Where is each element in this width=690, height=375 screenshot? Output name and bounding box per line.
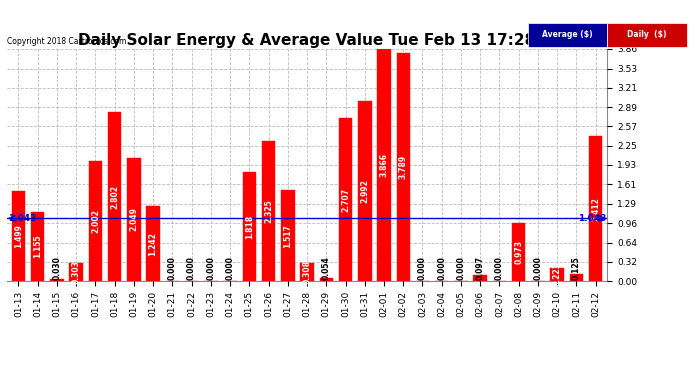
Bar — [89, 160, 102, 281]
Text: 2.802: 2.802 — [110, 185, 119, 209]
Bar — [300, 263, 314, 281]
Bar — [262, 141, 275, 281]
Bar — [127, 158, 141, 281]
Text: 2.325: 2.325 — [264, 200, 273, 223]
Bar — [50, 279, 63, 281]
Text: 1.155: 1.155 — [33, 235, 42, 258]
Bar — [281, 190, 295, 281]
Bar — [70, 263, 83, 281]
Text: 0.000: 0.000 — [187, 256, 196, 280]
Text: 2.412: 2.412 — [591, 196, 600, 220]
Text: 0.000: 0.000 — [457, 256, 466, 280]
Text: 1.242: 1.242 — [148, 232, 157, 256]
Text: 0.000: 0.000 — [226, 256, 235, 280]
Bar — [339, 118, 353, 281]
Text: 1.043: 1.043 — [578, 214, 607, 223]
Text: 0.223: 0.223 — [553, 262, 562, 286]
Bar — [589, 136, 602, 281]
Text: 0.000: 0.000 — [437, 256, 446, 280]
Bar — [146, 207, 160, 281]
Text: 1.043: 1.043 — [8, 214, 37, 223]
Text: 1.499: 1.499 — [14, 224, 23, 248]
Text: 0.973: 0.973 — [514, 240, 523, 264]
Bar — [319, 278, 333, 281]
Text: 2.992: 2.992 — [360, 179, 369, 203]
Text: 0.303: 0.303 — [72, 260, 81, 284]
Bar — [358, 101, 371, 281]
Text: 1.818: 1.818 — [245, 214, 254, 238]
Bar — [551, 268, 564, 281]
Title: Daily Solar Energy & Average Value Tue Feb 13 17:28: Daily Solar Energy & Average Value Tue F… — [79, 33, 535, 48]
Bar — [570, 274, 583, 281]
Bar — [243, 172, 256, 281]
Text: 0.000: 0.000 — [533, 256, 542, 280]
Bar — [512, 223, 525, 281]
Text: 2.049: 2.049 — [130, 208, 139, 231]
Text: Copyright 2018 Cartronics.com: Copyright 2018 Cartronics.com — [7, 38, 126, 46]
Bar — [473, 275, 487, 281]
Bar — [31, 211, 44, 281]
Text: 0.000: 0.000 — [418, 256, 427, 280]
Bar — [377, 48, 391, 281]
Bar — [108, 112, 121, 281]
Text: 0.097: 0.097 — [475, 256, 484, 280]
Text: 0.000: 0.000 — [206, 256, 215, 280]
Text: 2.002: 2.002 — [91, 209, 100, 233]
Bar — [12, 191, 25, 281]
Text: 0.308: 0.308 — [302, 260, 312, 284]
Text: 1.517: 1.517 — [284, 224, 293, 248]
Text: 0.000: 0.000 — [495, 256, 504, 280]
Text: 0.000: 0.000 — [168, 256, 177, 280]
Text: 3.866: 3.866 — [380, 153, 388, 177]
Bar — [397, 53, 410, 281]
Text: 2.707: 2.707 — [341, 188, 350, 212]
Text: 0.125: 0.125 — [572, 256, 581, 280]
Text: Daily  ($): Daily ($) — [627, 30, 667, 39]
Text: 0.054: 0.054 — [322, 256, 331, 280]
Text: 0.030: 0.030 — [52, 256, 61, 280]
Text: 3.789: 3.789 — [399, 155, 408, 179]
Text: Average ($): Average ($) — [542, 30, 593, 39]
